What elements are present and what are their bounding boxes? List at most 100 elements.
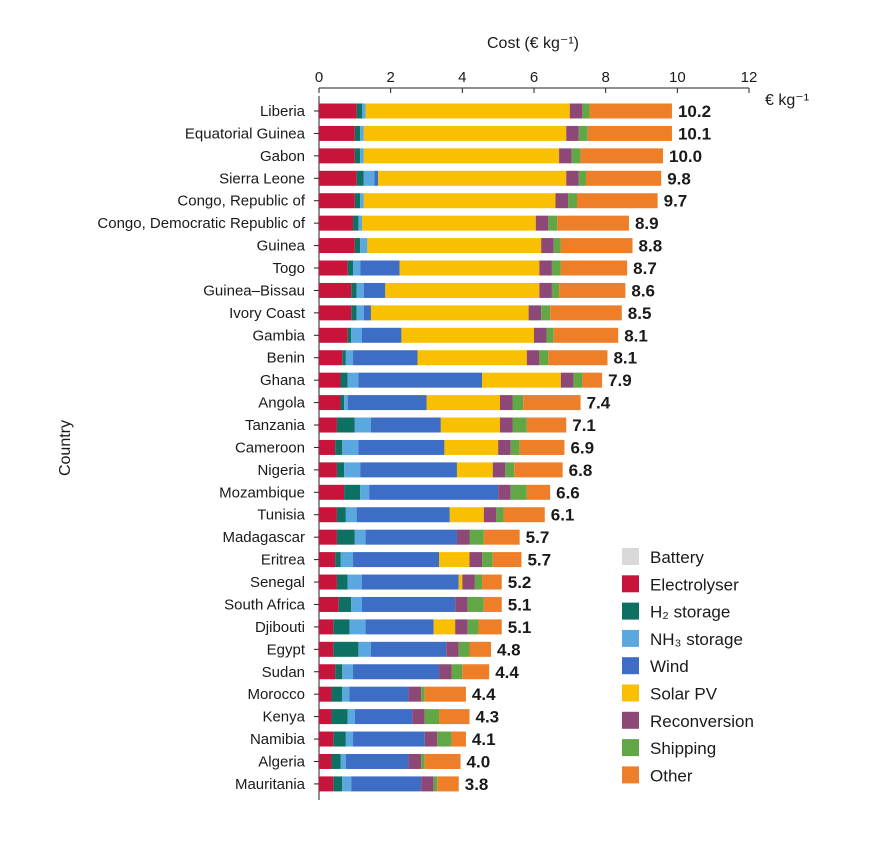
bar-row: Eritrea 5.7 xyxy=(261,551,551,570)
bar-segment xyxy=(512,417,527,433)
bar-segment xyxy=(356,103,362,119)
total-label: 5.1 xyxy=(508,618,532,637)
bar-segment xyxy=(539,282,552,298)
bar-segment xyxy=(559,282,626,298)
bar-segment xyxy=(319,260,348,276)
total-label: 8.8 xyxy=(639,237,663,256)
bar-segment xyxy=(340,372,348,388)
bar-segment xyxy=(496,507,504,523)
bar-segment xyxy=(553,238,561,254)
bar-row: Gabon 10.0 xyxy=(260,147,702,166)
bar-segment xyxy=(557,215,629,231)
bar-segment xyxy=(510,484,527,500)
bar-segment xyxy=(351,305,357,321)
legend-swatch xyxy=(622,548,639,565)
bar-row: Namibia 4.1 xyxy=(250,730,496,749)
legend-swatch xyxy=(622,575,639,593)
bar-segment xyxy=(439,664,452,680)
bar-row: Congo, Republic of 9.7 xyxy=(177,192,687,211)
bar-segment xyxy=(353,731,425,747)
bar-segment xyxy=(362,574,459,590)
bar-segment xyxy=(424,709,440,725)
bar-segment xyxy=(336,462,345,478)
bar-segment xyxy=(526,417,567,433)
legend-swatch xyxy=(622,684,639,702)
bar-segment xyxy=(360,148,364,164)
total-label: 6.9 xyxy=(570,438,594,457)
bar-segment xyxy=(319,619,334,635)
bar-segment xyxy=(546,327,554,343)
bar-segment xyxy=(519,439,565,455)
total-label: 10.0 xyxy=(669,147,702,166)
bar-row: Togo 8.7 xyxy=(272,259,656,278)
bar-segment xyxy=(482,574,502,590)
total-label: 4.4 xyxy=(472,685,496,704)
bar-segment xyxy=(541,238,554,254)
bar-segment xyxy=(365,619,434,635)
bar-segment xyxy=(333,731,346,747)
bar-segment xyxy=(351,327,362,343)
bar-segment xyxy=(474,574,483,590)
total-label: 8.6 xyxy=(631,281,655,300)
bar-segment xyxy=(589,103,672,119)
bar-segment xyxy=(550,305,622,321)
total-label: 4.8 xyxy=(497,640,521,659)
bar-segment xyxy=(526,484,551,500)
bar-segment xyxy=(335,664,343,680)
bar-segment xyxy=(492,552,522,568)
bar-segment xyxy=(362,103,366,119)
bar-segment xyxy=(319,484,345,500)
total-label: 4.1 xyxy=(472,730,496,749)
bar-segment xyxy=(551,282,560,298)
bar-segment xyxy=(319,417,337,433)
bar-row: Algeria 4.0 xyxy=(258,752,490,771)
bar-segment xyxy=(354,148,361,164)
bar-segment xyxy=(560,260,628,276)
category-label: Morocco xyxy=(247,686,305,703)
bar-segment xyxy=(469,552,483,568)
bar-segment xyxy=(353,260,361,276)
bar-segment xyxy=(478,619,502,635)
bar-segment xyxy=(331,753,341,769)
x-tick-label: 2 xyxy=(386,69,394,86)
bar-segment xyxy=(362,327,402,343)
bar-segment xyxy=(319,215,354,231)
bar-segment xyxy=(342,686,350,702)
bar-segment xyxy=(319,193,355,209)
bar-segment xyxy=(578,125,588,141)
bar-row: Liberia 10.2 xyxy=(260,102,711,121)
bar-segment xyxy=(421,753,425,769)
bar-segment xyxy=(483,507,497,523)
category-label: Mozambique xyxy=(219,484,305,501)
bar-segment xyxy=(345,350,354,366)
bar-segment xyxy=(568,193,577,209)
bar-segment xyxy=(512,395,524,411)
bar-segment xyxy=(585,170,662,186)
bar-segment xyxy=(347,574,362,590)
bar-segment xyxy=(360,462,457,478)
x-tick-label: 8 xyxy=(601,69,609,86)
bar-segment xyxy=(349,686,409,702)
bar-row: South Africa 5.1 xyxy=(224,595,531,614)
total-label: 4.0 xyxy=(467,752,491,771)
y-axis-title: Country xyxy=(57,420,74,476)
bar-segment xyxy=(367,238,542,254)
legend-item: Wind xyxy=(622,657,689,676)
category-label: Guinea xyxy=(257,238,306,255)
category-label: Egypt xyxy=(267,641,306,658)
total-label: 8.5 xyxy=(628,304,652,323)
bar-segment xyxy=(319,282,352,298)
bar-segment xyxy=(340,395,345,411)
total-label: 9.7 xyxy=(664,192,688,211)
bar-segment xyxy=(439,709,470,725)
bar-segment xyxy=(578,170,586,186)
bar-segment xyxy=(363,125,567,141)
bar-segment xyxy=(365,103,570,119)
bar-segment xyxy=(360,484,370,500)
bar-segment xyxy=(526,350,540,366)
bar-segment xyxy=(498,439,511,455)
bar-segment xyxy=(417,350,527,366)
bar-segment xyxy=(342,776,352,792)
bar-segment xyxy=(363,305,371,321)
